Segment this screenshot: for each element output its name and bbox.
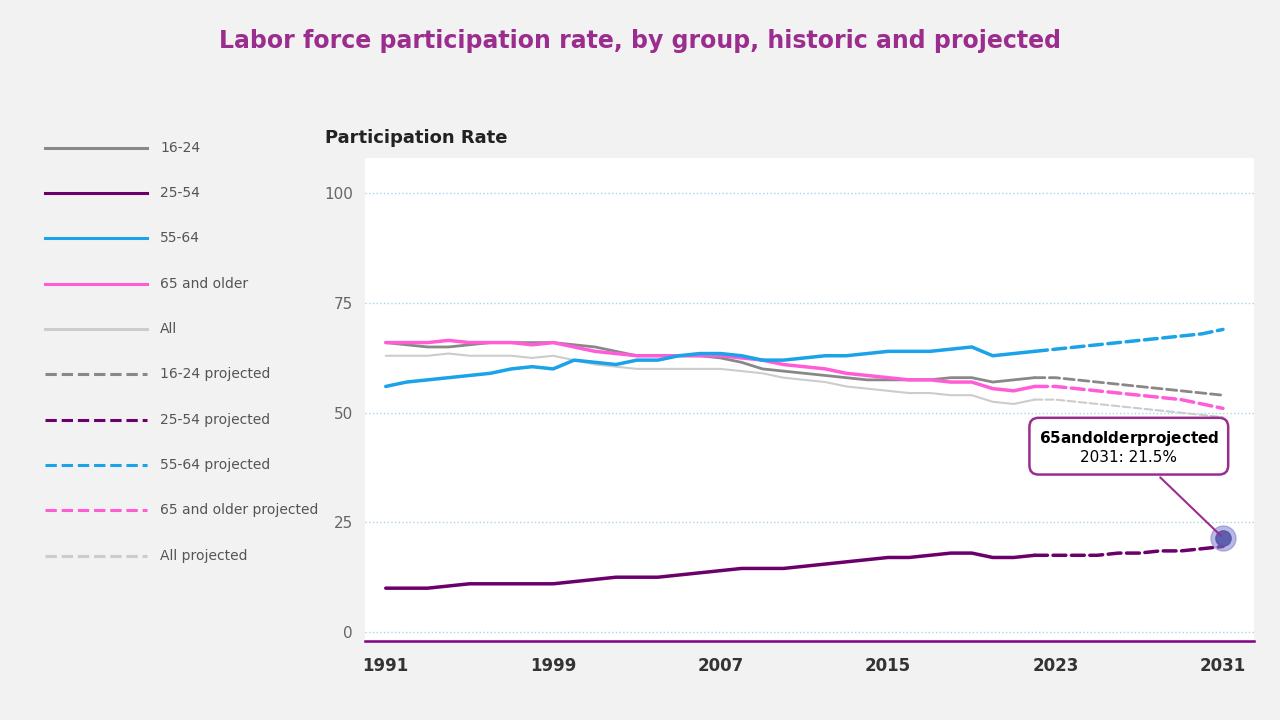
Text: $\bf{65 and older projected}$
2031: 21.5%: $\bf{65 and older projected}$ 2031: 21.5… <box>1038 429 1221 536</box>
Text: 65 and older projected: 65 and older projected <box>160 503 319 518</box>
Text: Labor force participation rate, by group, historic and projected: Labor force participation rate, by group… <box>219 29 1061 53</box>
Text: Participation Rate: Participation Rate <box>325 130 507 148</box>
Text: 55-64: 55-64 <box>160 231 200 246</box>
Text: All projected: All projected <box>160 549 247 563</box>
Text: 25-54: 25-54 <box>160 186 200 200</box>
Text: 65 and older: 65 and older <box>160 276 248 291</box>
Text: 16-24 projected: 16-24 projected <box>160 367 270 382</box>
Text: 16-24: 16-24 <box>160 140 200 155</box>
Text: 25-54 projected: 25-54 projected <box>160 413 270 427</box>
Text: All: All <box>160 322 177 336</box>
Text: 55-64 projected: 55-64 projected <box>160 458 270 472</box>
